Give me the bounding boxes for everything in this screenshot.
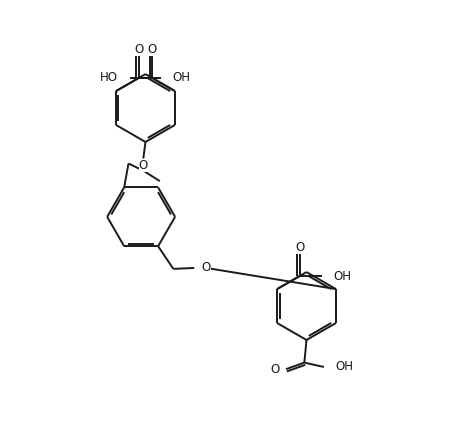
Text: O: O <box>295 241 304 254</box>
Text: O: O <box>147 43 156 56</box>
Text: OH: OH <box>335 360 353 374</box>
Text: O: O <box>201 261 211 275</box>
Text: O: O <box>270 363 279 376</box>
Text: O: O <box>138 159 147 172</box>
Text: OH: OH <box>172 71 190 85</box>
Text: OH: OH <box>333 269 351 283</box>
Text: HO: HO <box>100 71 118 85</box>
Text: O: O <box>134 43 143 56</box>
